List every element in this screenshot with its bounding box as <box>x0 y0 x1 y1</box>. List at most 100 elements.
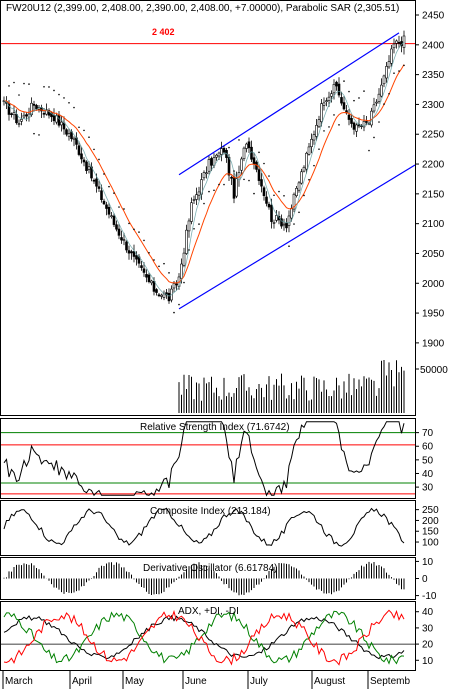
candle-body <box>320 103 323 122</box>
candle-body <box>325 100 328 102</box>
candle-body <box>22 114 26 118</box>
candle-body <box>377 93 381 102</box>
sar-dot <box>383 103 385 105</box>
x-axis: March April May June July August Septemb <box>2 670 410 689</box>
candle-body <box>65 129 68 135</box>
price-panel-title: FW20U12 (2,399.00, 2,408.00, 2,390.00, 2… <box>6 3 399 14</box>
candle-body <box>265 196 268 204</box>
indicator-tick-label: 100 <box>422 538 439 549</box>
sar-dot <box>263 162 265 165</box>
candle-body <box>87 166 91 170</box>
candle-body <box>60 121 63 126</box>
sar-dot <box>268 175 270 177</box>
candle-body <box>372 104 376 112</box>
channel-lower-line <box>178 164 416 310</box>
sar-dot <box>143 239 145 242</box>
candle-body <box>317 119 321 128</box>
candle-body <box>132 251 136 257</box>
sar-dot <box>158 265 160 268</box>
candle-body <box>117 228 121 236</box>
candle-body <box>215 154 218 158</box>
plus-di-line <box>3 610 405 665</box>
candle-body <box>307 146 311 155</box>
sar-dot <box>258 151 260 154</box>
candle-body <box>262 187 266 197</box>
sar-dot <box>188 249 190 251</box>
candle-body <box>30 102 33 116</box>
candle-body <box>257 169 261 181</box>
candle-body <box>185 229 188 254</box>
candle-body <box>35 105 38 110</box>
candle-body <box>80 153 83 160</box>
sar-dot <box>28 83 30 85</box>
candle-body <box>142 268 146 273</box>
candle-body <box>272 222 276 224</box>
price-tick-label: 1950 <box>422 309 445 320</box>
candle-body <box>370 110 373 126</box>
candle-body <box>297 182 301 191</box>
sar-dot <box>358 97 360 99</box>
candle-body <box>287 215 291 226</box>
candle-body <box>392 43 396 49</box>
candle-body <box>292 193 296 210</box>
x-tick-label: March <box>5 676 33 687</box>
indicator-tick-label: 150 <box>422 527 439 538</box>
sar-dot <box>68 102 70 104</box>
candle-body <box>250 146 253 160</box>
indicator-tick-label: 70 <box>422 428 434 439</box>
candle-body <box>82 159 86 163</box>
sar-dot <box>53 89 55 92</box>
candle-body <box>302 166 306 172</box>
sar-dot <box>213 189 215 192</box>
price-tick-label: 2050 <box>422 249 445 260</box>
candle-body <box>330 93 333 97</box>
candle-body <box>285 222 288 229</box>
candle-body <box>210 158 213 166</box>
candle-body <box>57 114 61 126</box>
candle-body <box>12 112 16 116</box>
indicator-tick-label: 60 <box>422 442 434 453</box>
sar-dot <box>123 208 125 210</box>
price-candles <box>2 30 406 314</box>
indicator-tick-label: 0 <box>422 574 428 585</box>
sar-dot <box>33 132 35 135</box>
sar-dot <box>313 164 315 167</box>
sar-dot <box>398 70 400 72</box>
sar-dot <box>393 72 395 74</box>
candle-body <box>47 110 51 116</box>
sar-dot <box>178 303 180 306</box>
sar-dot <box>98 158 100 161</box>
rsi-panel-title: Relative Strength Index (71.6742) <box>140 422 290 433</box>
composite-panel-title: Composite Index (213.184) <box>150 506 271 517</box>
sar-dot <box>388 93 390 95</box>
sar-dot <box>203 202 205 205</box>
sar-dot <box>103 173 105 175</box>
candle-body <box>97 186 101 189</box>
candle-body <box>300 171 303 184</box>
candle-body <box>72 137 76 141</box>
sar-dot <box>298 211 300 214</box>
candle-body <box>157 294 161 297</box>
candle-body <box>100 190 103 201</box>
candle-body <box>102 200 106 205</box>
sar-dot <box>13 81 15 84</box>
sar-dot <box>183 281 185 284</box>
sar-dot <box>83 129 85 132</box>
candle-body <box>17 123 21 125</box>
candle-body <box>352 122 356 130</box>
candle-body <box>235 178 238 197</box>
sar-dot <box>283 195 285 197</box>
sar-dot <box>233 170 235 172</box>
adx-panel-frame <box>0 601 416 671</box>
price-tick-label: 2000 <box>422 279 445 290</box>
sar-dot <box>153 259 155 261</box>
candle-body <box>270 204 273 222</box>
candle-body <box>335 81 338 87</box>
sar-dot <box>223 183 225 186</box>
candle-body <box>327 96 331 101</box>
sar-dot <box>403 64 405 67</box>
candle-body <box>175 283 178 286</box>
x-tick-label: May <box>125 676 144 687</box>
candle-body <box>120 237 123 241</box>
